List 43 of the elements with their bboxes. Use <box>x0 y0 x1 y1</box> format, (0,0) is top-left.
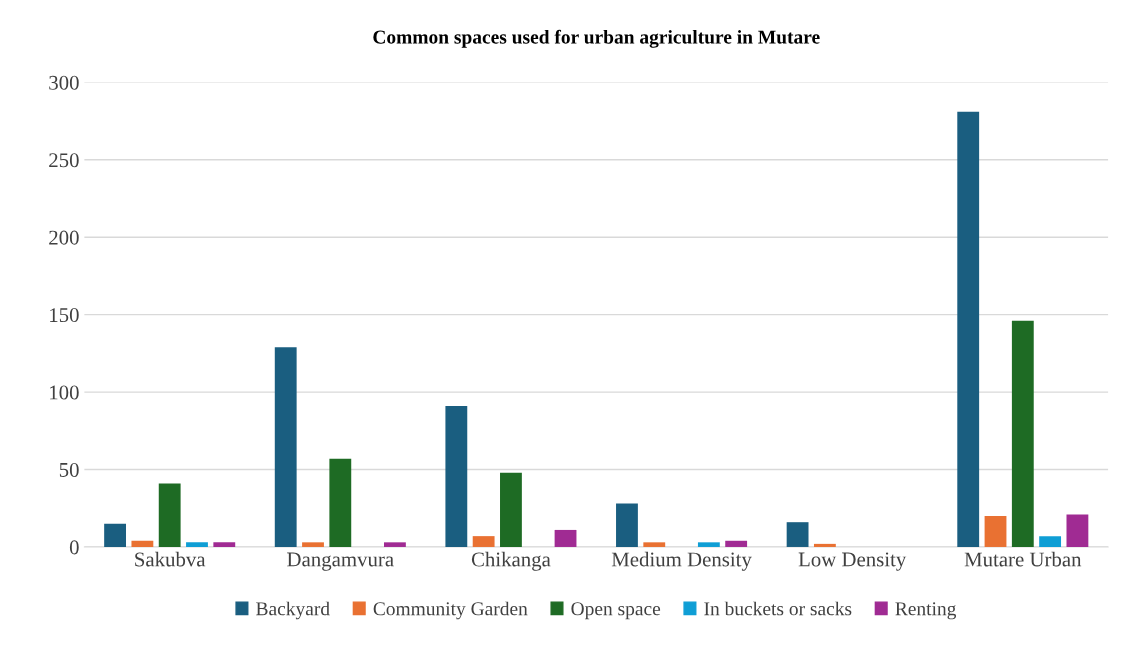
bar <box>302 542 324 547</box>
y-tick-label: 50 <box>59 462 79 477</box>
bar <box>383 542 406 547</box>
bar <box>786 522 809 547</box>
legend-label: Open space <box>571 602 661 620</box>
y-tick-label: 150 <box>50 308 79 323</box>
bar <box>472 536 495 547</box>
legend-label: In buckets or sacks <box>704 601 852 616</box>
x-tick-label: Low Density <box>798 552 907 571</box>
bar <box>213 542 236 547</box>
bar <box>1039 536 1062 547</box>
bar <box>274 347 297 547</box>
bar <box>445 406 468 547</box>
x-tick-label: Medium Density <box>611 551 752 571</box>
bar <box>957 111 980 547</box>
y-tick-label: 0 <box>69 540 79 555</box>
bar <box>643 542 666 547</box>
y-tick-label: 300 <box>49 75 79 90</box>
bar <box>616 503 638 547</box>
bar <box>131 540 154 547</box>
x-tick-label: Sakubva <box>135 551 206 567</box>
x-tick-label: Dangamvura <box>287 552 394 571</box>
bar <box>186 542 208 547</box>
bar <box>1011 320 1034 547</box>
bar <box>984 516 1007 547</box>
y-tick-label: 200 <box>49 230 79 245</box>
bar <box>500 472 522 547</box>
bar <box>104 523 127 547</box>
legend-label: Community Garden <box>373 601 528 620</box>
x-tick-label: Mutare Urban <box>964 551 1082 567</box>
legend-label: Backyard <box>256 601 330 620</box>
bar <box>554 529 577 547</box>
chart-title: Common spaces used for urban agriculture in Mutare <box>373 29 820 48</box>
bar <box>725 540 748 547</box>
bar <box>158 483 181 547</box>
bar <box>697 542 720 547</box>
x-tick-label: Chikanga <box>471 551 551 571</box>
bar <box>813 543 836 547</box>
legend-label: Renting <box>895 602 957 620</box>
bar <box>329 458 352 547</box>
bar <box>1066 514 1089 547</box>
y-tick-label: 250 <box>49 153 79 168</box>
y-tick-label: 100 <box>50 385 79 400</box>
